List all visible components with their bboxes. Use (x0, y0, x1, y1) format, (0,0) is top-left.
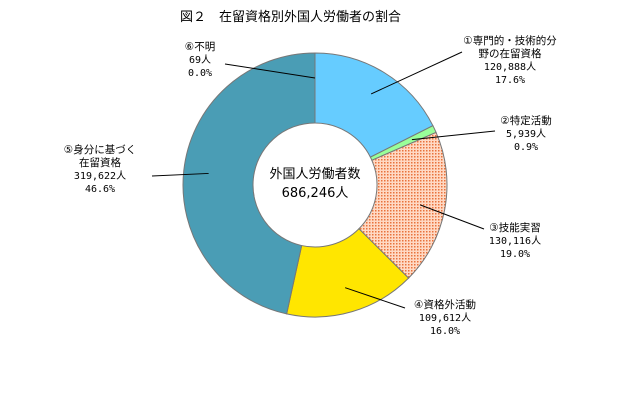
leader-line-s5 (151, 172, 209, 177)
slice-count-s5: 319,622人 (74, 170, 126, 182)
slice-s5 (182, 52, 316, 315)
slice-count-s1: 120,888人 (484, 61, 536, 73)
slice-count-s6: 69人 (189, 54, 211, 66)
leader-line-s6 (224, 63, 316, 79)
slice-count-s2: 5,939人 (506, 128, 546, 140)
slice-percent-s6: 0.0% (188, 68, 212, 79)
leader-line-s4 (344, 287, 406, 309)
slice-percent-s1: 17.6% (495, 75, 525, 86)
leader-lines-group (151, 51, 496, 309)
slice-s1 (314, 52, 434, 158)
slice-percent-s5: 46.6% (85, 184, 115, 195)
slice-label-s3-0: ③技能実習 (489, 221, 540, 234)
leader-line-s2 (411, 130, 496, 141)
slice-percent-s3: 19.0% (500, 249, 530, 260)
slice-label-s5-0: ⑤身分に基づく (64, 143, 136, 156)
slice-percent-s4: 16.0% (430, 326, 460, 337)
slice-s3 (358, 131, 448, 279)
leader-line-s3 (419, 204, 485, 230)
slice-count-s3: 130,116人 (489, 235, 541, 247)
slice-label-s1-0: ①専門的・技術的分 (463, 34, 557, 47)
slice-label-s4-0: ④資格外活動 (414, 298, 476, 311)
slice-label-s5-1: 在留資格 (79, 156, 121, 169)
slice-count-s4: 109,612人 (419, 312, 471, 324)
chart-title: 図２ 在留資格別外国人労働者の割合 (180, 9, 401, 25)
center-label-title: 外国人労働者数 (269, 167, 360, 182)
slice-label-s6-0: ⑥不明 (185, 41, 215, 53)
leader-line-s1 (370, 51, 463, 95)
slices-group (182, 52, 448, 318)
slice-label-s2-0: ②特定活動 (500, 114, 551, 127)
slice-label-s1-1: 野の在留資格 (479, 47, 542, 60)
slice-percent-s2: 0.9% (514, 142, 538, 153)
center-label-total: 686,246人 (282, 186, 349, 201)
